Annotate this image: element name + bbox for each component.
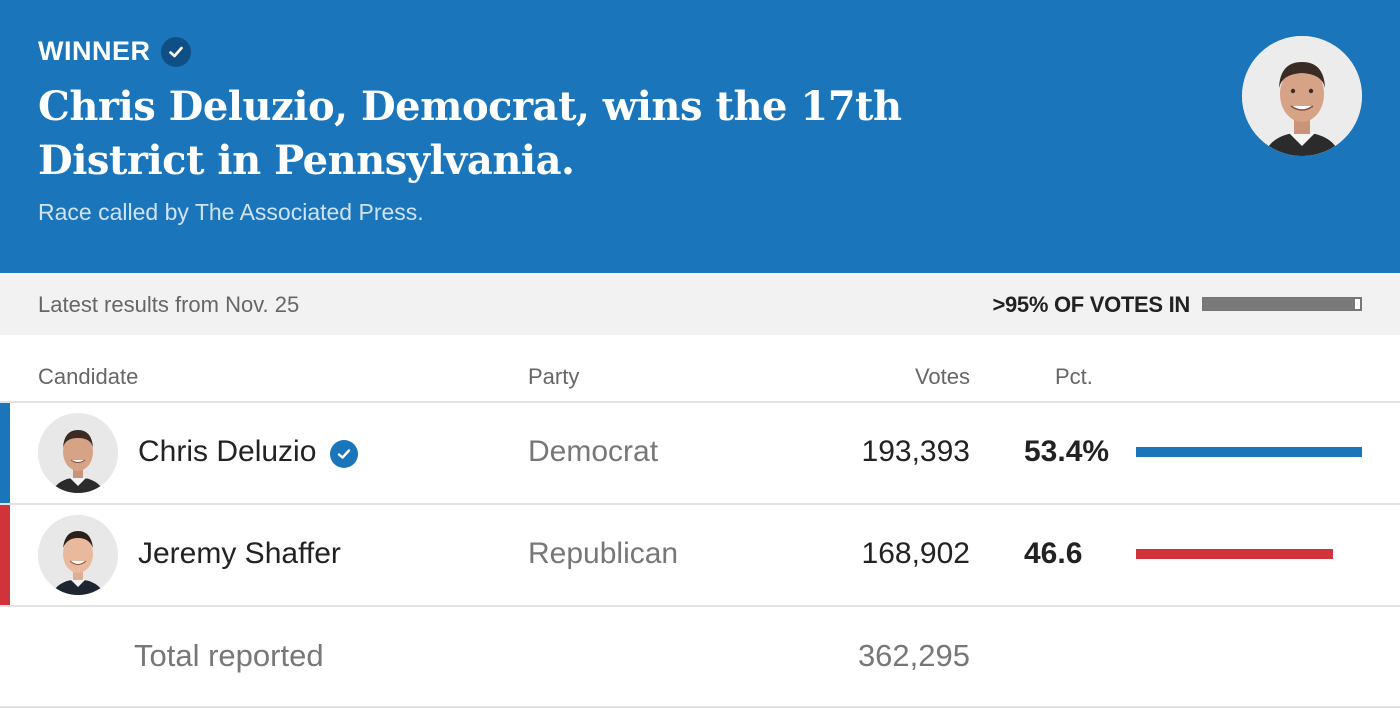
divider	[0, 605, 1400, 607]
race-call-note: Race called by The Associated Press.	[38, 199, 424, 225]
pct-bar	[1136, 549, 1334, 559]
pct-bar-track	[1136, 447, 1362, 457]
column-header-candidate: Candidate	[38, 364, 139, 389]
winner-avatar	[1242, 36, 1362, 156]
candidate-votes: 193,393	[861, 435, 970, 468]
winner-row: WINNER	[38, 36, 191, 67]
total-reported-votes: 362,295	[857, 638, 970, 673]
party-color-strip	[0, 403, 10, 503]
check-circle-icon	[160, 36, 191, 67]
divider	[0, 503, 1400, 505]
total-reported-label: Total reported	[134, 638, 324, 673]
avatar	[38, 413, 118, 493]
candidate-party: Democrat	[528, 435, 659, 468]
page-title: Chris Deluzio, Democrat, wins the 17th D…	[38, 83, 902, 184]
winner-check-icon	[330, 440, 358, 468]
winner-label: WINNER	[38, 36, 151, 66]
column-header-party: Party	[528, 364, 580, 389]
candidate-party: Republican	[528, 537, 679, 570]
votes-in-progress-bar	[1202, 297, 1362, 311]
column-header-pct: Pct.	[1055, 364, 1093, 389]
results-status-bar: Latest results from Nov. 25 >95% OF VOTE…	[0, 273, 1400, 335]
votes-in-label: >95% OF VOTES IN	[992, 292, 1190, 317]
divider	[0, 401, 1400, 403]
candidate-name: Chris Deluzio	[138, 435, 317, 468]
party-color-strip	[0, 505, 10, 605]
candidate-pct: 53.4%	[1024, 435, 1110, 468]
table-row: Jeremy Shaffer Republican 168,902 46.6	[0, 505, 1400, 605]
column-header-votes: Votes	[914, 364, 970, 389]
candidate-votes: 168,902	[861, 537, 970, 570]
votes-in-progress-fill	[1204, 299, 1356, 309]
table-row: Chris Deluzio Democrat 193,393 53.4%	[0, 403, 1400, 503]
latest-results-text: Latest results from Nov. 25	[38, 292, 300, 317]
candidate-pct: 46.6	[1024, 537, 1083, 570]
pct-bar	[1136, 447, 1362, 457]
divider	[0, 706, 1400, 708]
candidate-name: Jeremy Shaffer	[138, 537, 341, 570]
avatar	[38, 515, 118, 595]
pct-bar-track	[1136, 549, 1362, 559]
winner-banner: WINNER Chris Deluzio, Democrat, wins the…	[0, 0, 1400, 273]
